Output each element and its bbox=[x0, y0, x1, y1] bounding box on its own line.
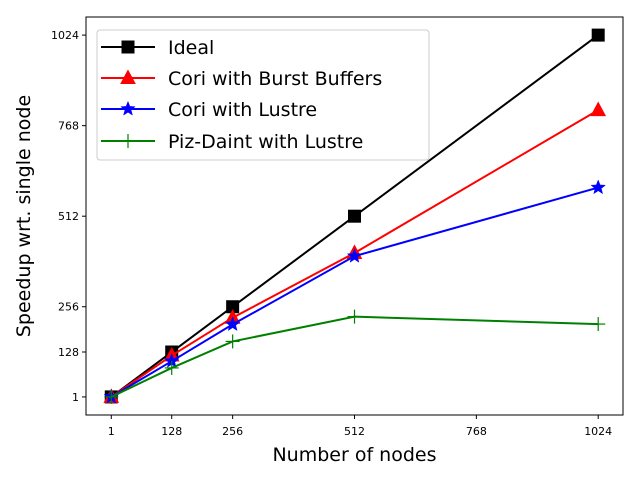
x-tick-label: 1024 bbox=[584, 425, 612, 438]
data-point bbox=[225, 334, 240, 349]
data-point bbox=[164, 360, 179, 375]
data-point bbox=[347, 309, 362, 324]
y-tick-label: 128 bbox=[58, 346, 79, 359]
legend-marker bbox=[121, 134, 135, 148]
x-tick-label: 256 bbox=[222, 425, 243, 438]
legend-label: Cori with Lustre bbox=[168, 99, 317, 121]
y-tick-label: 768 bbox=[58, 120, 79, 133]
series-layer bbox=[103, 28, 607, 404]
y-tick-label: 1024 bbox=[51, 29, 79, 42]
legend-label: Ideal bbox=[168, 37, 214, 59]
legend: Ideal Cori with Burst Buffers Cori with Lu… bbox=[96, 29, 430, 161]
y-tick-label: 1 bbox=[72, 391, 79, 404]
y-axis-label: Speedup wrt. single node bbox=[13, 95, 35, 337]
legend-entry: Cori with Burst Buffers bbox=[101, 68, 382, 90]
x-axis: 1 128 256 512 768 1024 bbox=[108, 415, 612, 438]
plot-area bbox=[85, 16, 624, 416]
data-point bbox=[348, 209, 361, 223]
data-point bbox=[591, 317, 606, 332]
x-tick-label: 768 bbox=[466, 425, 487, 438]
data-point bbox=[590, 101, 607, 117]
legend-entry: Ideal bbox=[101, 37, 214, 59]
legend-box bbox=[96, 29, 430, 161]
x-tick-label: 512 bbox=[344, 425, 365, 438]
data-point bbox=[590, 179, 606, 195]
data-point bbox=[591, 28, 605, 42]
x-tick-label: 1 bbox=[108, 425, 115, 438]
legend-label: Cori with Burst Buffers bbox=[168, 68, 382, 90]
data-point bbox=[104, 389, 119, 404]
legend-label: Piz-Daint with Lustre bbox=[168, 131, 363, 153]
data-point bbox=[346, 247, 363, 263]
legend-marker bbox=[121, 40, 135, 54]
legend-entry: Cori with Lustre bbox=[101, 99, 317, 121]
legend-marker bbox=[120, 69, 136, 84]
series-3 bbox=[104, 309, 606, 404]
y-tick-label: 256 bbox=[58, 301, 79, 314]
data-point bbox=[224, 316, 241, 332]
x-tick-label: 128 bbox=[161, 425, 182, 438]
x-axis-label: Number of nodes bbox=[272, 444, 436, 466]
y-axis: 1 128 256 512 768 1024 bbox=[51, 29, 86, 404]
y-tick-label: 512 bbox=[58, 210, 79, 223]
legend-marker bbox=[120, 100, 136, 116]
legend-entry: Piz-Daint with Lustre bbox=[101, 131, 363, 153]
